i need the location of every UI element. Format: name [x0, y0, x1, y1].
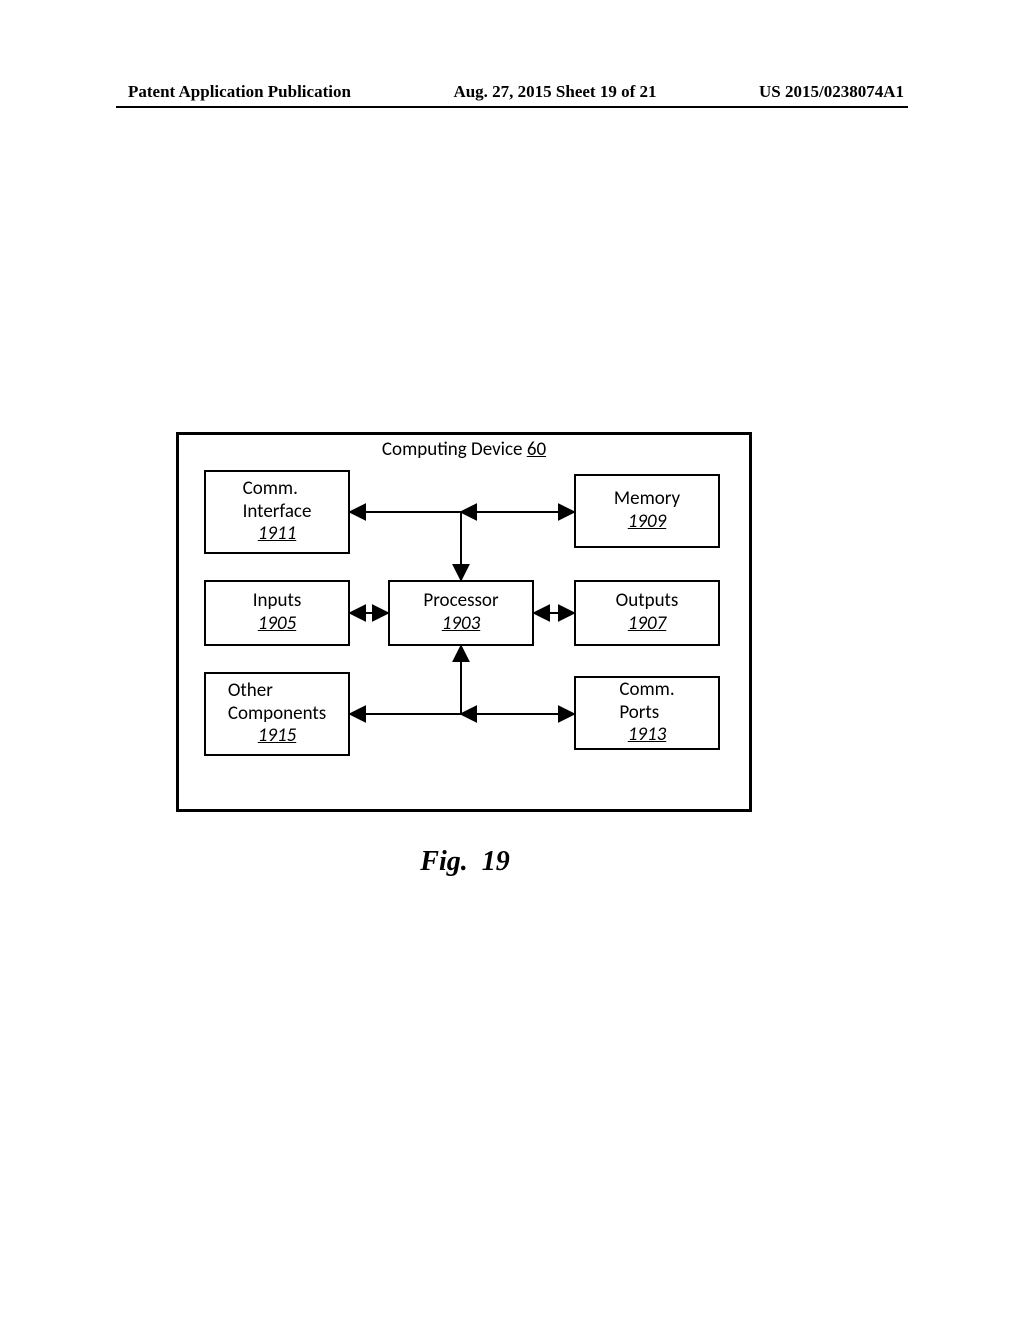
outer-title: Computing Device 60: [176, 438, 752, 461]
header-right: US 2015/0238074A1: [759, 82, 904, 102]
node-inputs: Inputs1905: [204, 580, 350, 646]
header-center: Aug. 27, 2015 Sheet 19 of 21: [453, 82, 656, 102]
node-processor: Processor1903: [388, 580, 534, 646]
node-other: OtherComponents1915: [204, 672, 350, 756]
node-outputs: Outputs1907: [574, 580, 720, 646]
header-rule: [116, 106, 908, 108]
header-left: Patent Application Publication: [128, 82, 351, 102]
page-header: Patent Application Publication Aug. 27, …: [0, 82, 1024, 102]
node-comm-interface: Comm.Interface1911: [204, 470, 350, 554]
outer-title-label: Computing Device: [382, 438, 523, 461]
node-memory: Memory1909: [574, 474, 720, 548]
node-comm-ports: Comm.Ports1913: [574, 676, 720, 750]
diagram: Computing Device 60 Comm.Interface1911 Me…: [176, 432, 752, 812]
outer-title-ref: 60: [527, 438, 546, 461]
caption-number: 19: [482, 846, 510, 877]
figure-caption: Fig. 19: [0, 846, 930, 878]
caption-prefix: Fig.: [420, 846, 467, 877]
